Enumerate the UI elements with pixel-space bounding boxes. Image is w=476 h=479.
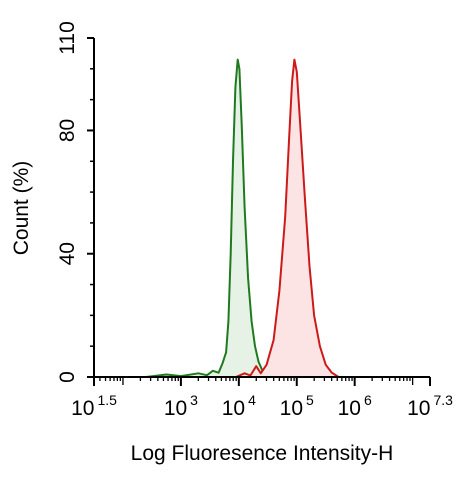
plot-area — [145, 58, 340, 378]
x-tick-exponent: 7.3 — [433, 392, 453, 408]
x-tick-label: 10 5 — [280, 392, 314, 420]
x-tick-exponent: 5 — [306, 392, 314, 408]
y-tick-label: 0 — [56, 371, 79, 383]
axis-labels: Log Fluoresence Intensity-H Count (%) — [10, 161, 393, 465]
x-tick-exponent: 1.5 — [97, 392, 117, 408]
x-tick-exponent: 4 — [248, 392, 256, 408]
x-tick-base: 10 — [407, 397, 430, 420]
x-tick-exponent: 6 — [364, 392, 372, 408]
x-tick-base: 10 — [338, 397, 361, 420]
x-tick-base: 10 — [164, 397, 187, 420]
x-tick-label: 10 6 — [338, 392, 372, 420]
y-axis-title: Count (%) — [10, 161, 33, 256]
series-0-line — [145, 58, 269, 378]
y-tick-label: 80 — [56, 119, 79, 142]
x-tick-exponent: 3 — [190, 392, 198, 408]
x-tick-base: 10 — [222, 397, 245, 420]
x-tick-base: 10 — [280, 397, 303, 420]
x-tick-label: 10 4 — [222, 392, 256, 420]
x-axis-title: Log Fluoresence Intensity-H — [131, 442, 394, 465]
series-1-line — [235, 58, 340, 378]
x-tick-label: 10 1.5 — [71, 392, 117, 420]
x-tick-label: 10 7.3 — [407, 392, 453, 420]
x-tick-label: 10 3 — [164, 392, 198, 420]
y-tick-label: 40 — [56, 242, 79, 265]
x-tick-base: 10 — [71, 397, 94, 420]
y-tick-label: 110 — [56, 21, 79, 54]
series-1-area — [235, 59, 339, 377]
series-0-area — [146, 59, 268, 377]
